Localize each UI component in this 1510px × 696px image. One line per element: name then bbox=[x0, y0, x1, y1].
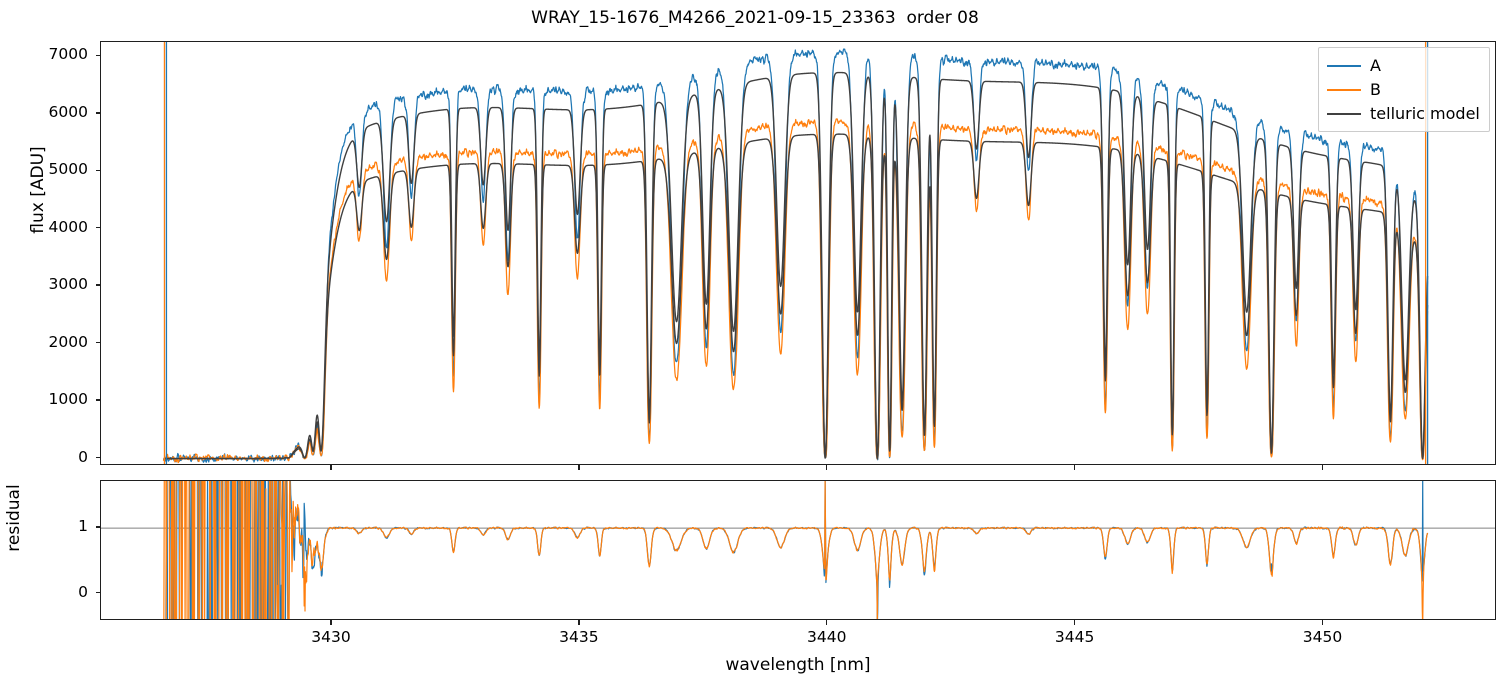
series-a-residual-line bbox=[165, 481, 1429, 619]
x-tick-mark bbox=[1073, 465, 1076, 470]
x-tick-label: 3435 bbox=[559, 628, 599, 646]
residual-plot bbox=[101, 481, 1495, 619]
x-tick-mark bbox=[578, 465, 580, 470]
x-tick-mark bbox=[1321, 465, 1324, 470]
x-axis-label: wavelength [nm] bbox=[725, 655, 871, 675]
y-tick-mark bbox=[95, 526, 100, 528]
legend-entry: B bbox=[1327, 79, 1381, 101]
series-b-flux-line bbox=[162, 118, 1429, 464]
flux-spectrum-plot bbox=[162, 42, 1429, 464]
x-tick-mark bbox=[330, 465, 332, 470]
legend-entry: telluric model bbox=[1327, 103, 1480, 125]
residual-y-tick-label: 1 bbox=[78, 517, 88, 536]
series-a-flux-line bbox=[162, 48, 1429, 463]
residual-axes bbox=[100, 480, 1496, 620]
y-tick-mark bbox=[95, 169, 100, 171]
flux-y-tick-label: 7000 bbox=[48, 45, 88, 64]
telluric-model-b-line bbox=[163, 133, 1429, 460]
y-tick-mark bbox=[95, 399, 100, 401]
x-tick-mark bbox=[826, 620, 828, 625]
main-flux-axes bbox=[100, 41, 1496, 465]
flux-y-tick-label: 4000 bbox=[48, 217, 88, 236]
flux-y-tick-label: 2000 bbox=[48, 332, 88, 351]
x-tick-label: 3445 bbox=[1054, 628, 1095, 646]
y-tick-mark bbox=[95, 54, 100, 57]
flux-y-tick-label: 5000 bbox=[48, 160, 88, 179]
y-axis-label-residual: residual bbox=[4, 484, 24, 552]
y-tick-mark bbox=[95, 227, 100, 229]
y-tick-mark bbox=[95, 591, 100, 594]
legend-line-swatch bbox=[1327, 88, 1361, 92]
legend-entry: A bbox=[1327, 55, 1381, 77]
legend-label: A bbox=[1370, 56, 1381, 75]
flux-y-tick-label: 6000 bbox=[48, 102, 88, 121]
legend-label: telluric model bbox=[1370, 104, 1480, 123]
y-tick-mark bbox=[95, 112, 100, 114]
x-tick-mark bbox=[1321, 620, 1324, 625]
x-tick-mark bbox=[826, 465, 828, 470]
y-tick-mark bbox=[95, 284, 100, 286]
x-tick-label: 3430 bbox=[311, 628, 351, 646]
x-tick-mark bbox=[1073, 620, 1076, 625]
flux-y-tick-label: 3000 bbox=[48, 275, 88, 294]
flux-y-tick-label: 0 bbox=[78, 447, 88, 466]
residual-y-tick-label: 0 bbox=[78, 582, 88, 601]
legend-label: B bbox=[1370, 80, 1381, 99]
x-tick-label: 3450 bbox=[1302, 628, 1343, 646]
legend-line-swatch bbox=[1327, 64, 1361, 68]
y-tick-mark bbox=[95, 341, 100, 344]
telluric-model-a-line bbox=[163, 71, 1429, 460]
page-title: WRAY_15-1676_M4266_2021-09-15_23363 orde… bbox=[531, 8, 979, 28]
x-tick-mark bbox=[330, 620, 332, 625]
y-axis-label-flux: flux [ADU] bbox=[28, 146, 48, 234]
flux-y-tick-label: 1000 bbox=[48, 390, 88, 409]
x-tick-label: 3440 bbox=[807, 628, 847, 646]
x-tick-mark bbox=[578, 620, 580, 625]
series-b-residual-line bbox=[163, 481, 1429, 619]
y-tick-mark bbox=[95, 456, 100, 459]
legend-line-swatch bbox=[1327, 112, 1361, 116]
